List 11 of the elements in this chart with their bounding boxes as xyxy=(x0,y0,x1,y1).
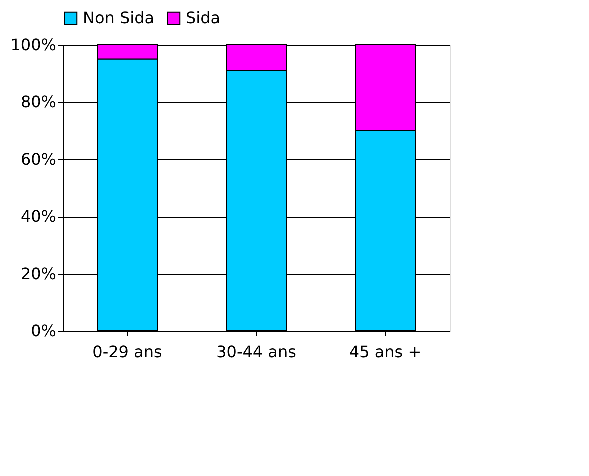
y-tick-label: 40% xyxy=(20,207,56,226)
x-tick-label: 45 ans + xyxy=(349,342,422,362)
y-tick-label: 80% xyxy=(20,92,56,112)
y-tick-label: 0% xyxy=(31,322,56,340)
y-tick-label: 20% xyxy=(20,264,56,284)
y-tick-label: 100% xyxy=(10,36,56,54)
x-tick-label: 0-29 ans xyxy=(92,342,162,362)
legend-label: Sida xyxy=(186,8,221,28)
legend-label: Non Sida xyxy=(83,8,155,28)
y-tick-label: 60% xyxy=(20,150,56,169)
x-tick-label: 30-44 ans xyxy=(216,342,296,362)
